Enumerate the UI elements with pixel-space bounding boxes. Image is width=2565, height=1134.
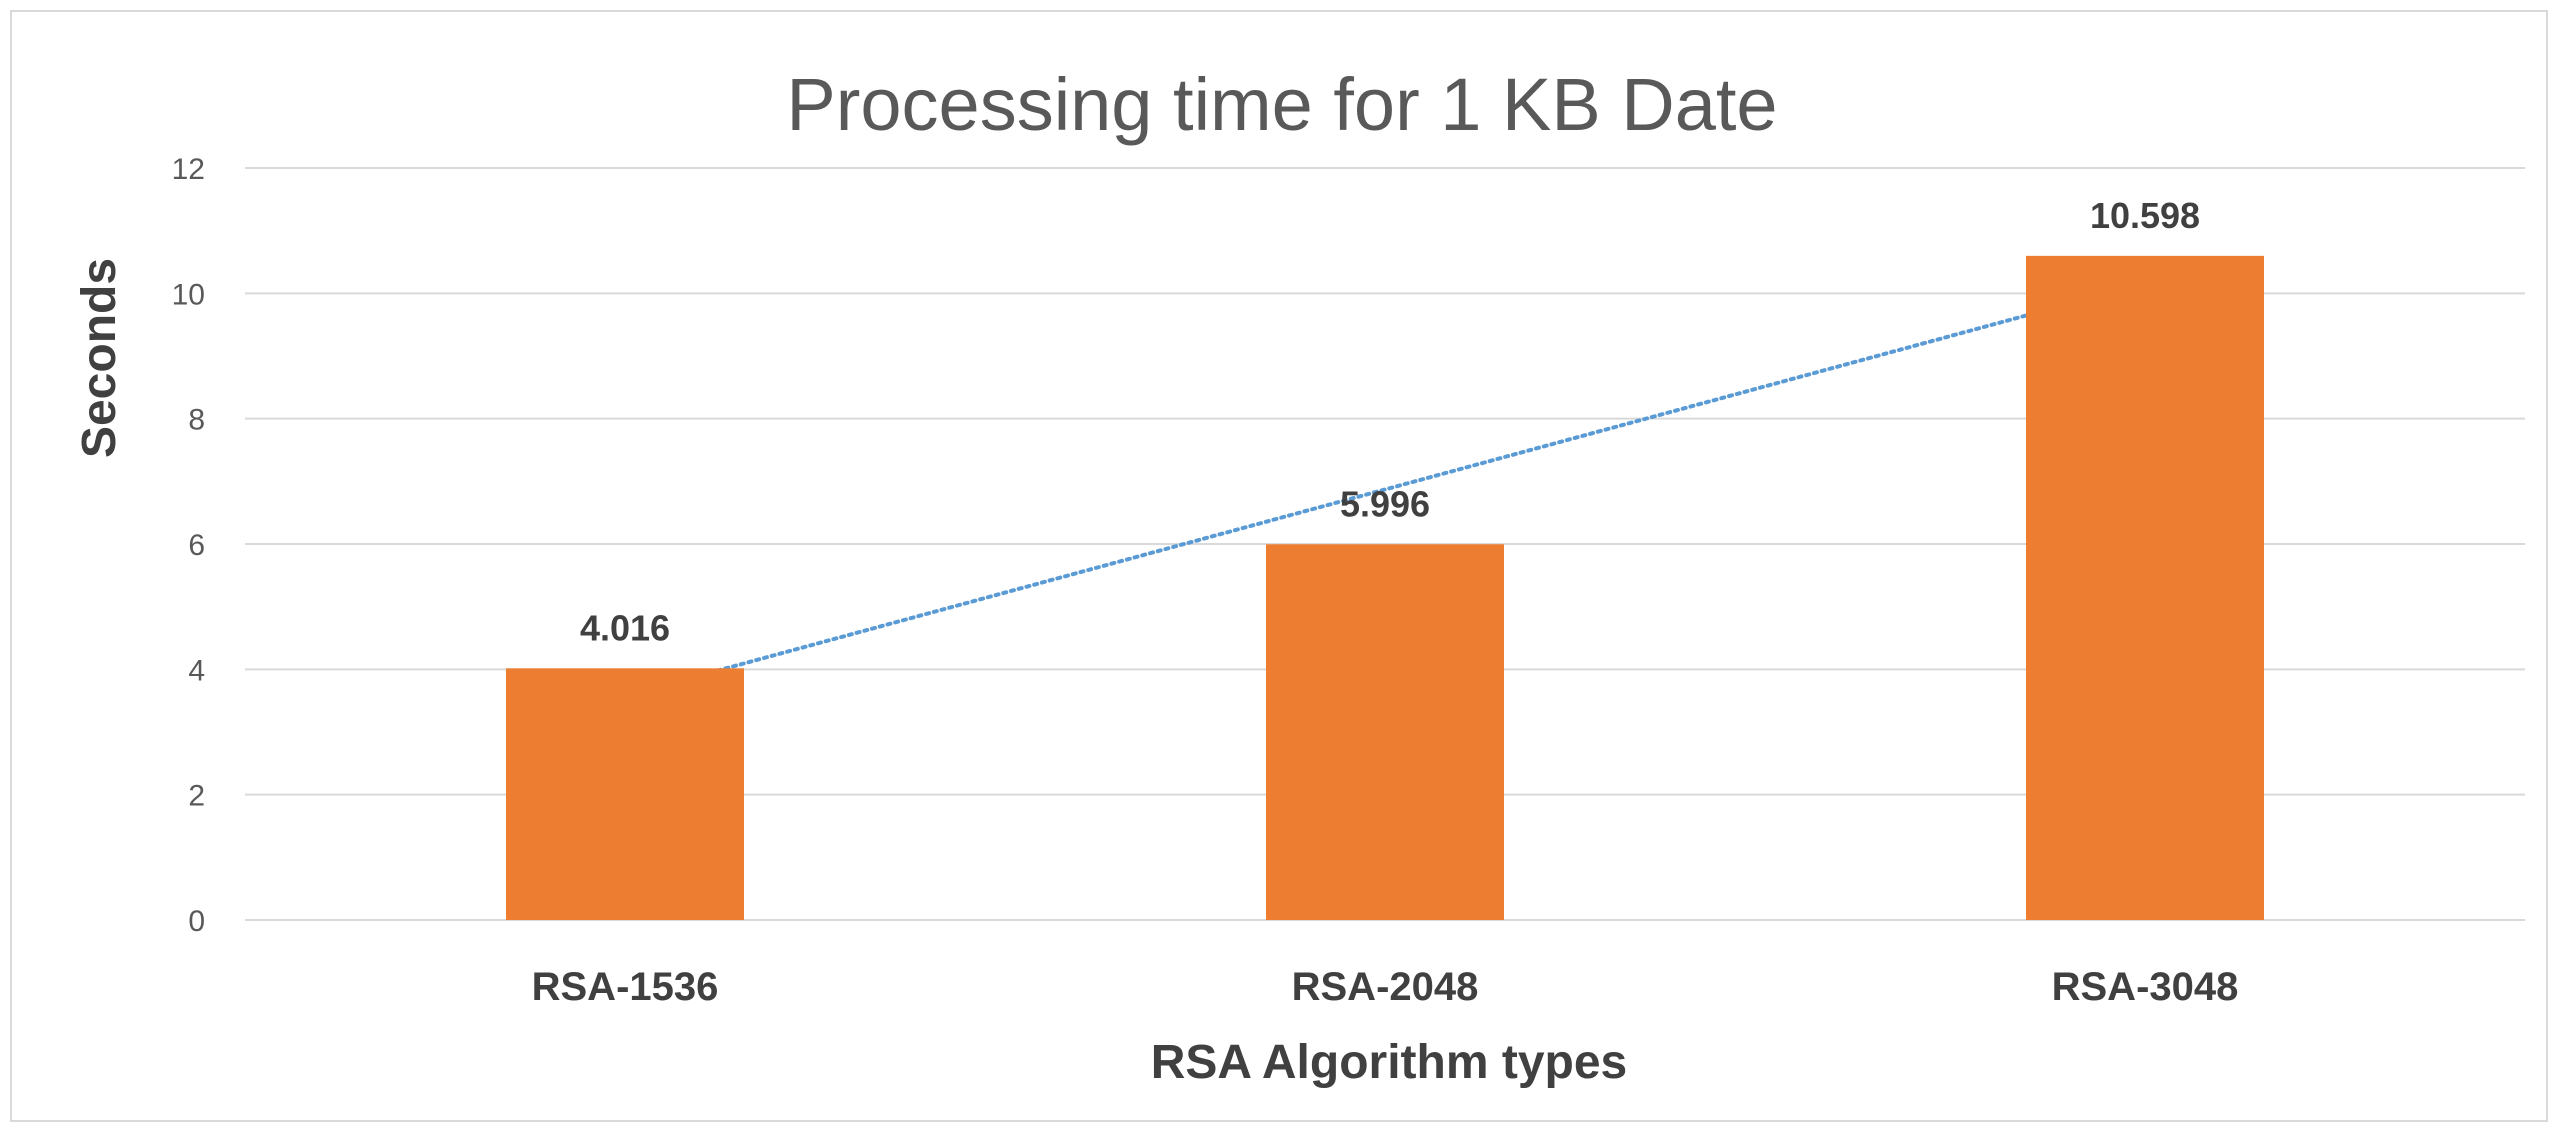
x-tick-label: RSA-3048 — [2052, 965, 2239, 1009]
x-tick-label: RSA-2048 — [1292, 965, 1479, 1009]
bar-rsa-3048 — [2026, 255, 2264, 921]
trendline — [623, 281, 2147, 698]
y-tick-label: 12 — [172, 153, 205, 186]
x-axis-ticks: RSA-1536 RSA-2048 RSA-3048 — [532, 965, 2239, 1009]
bar-rsa-1536 — [506, 668, 744, 920]
data-label: 10.598 — [2090, 195, 2200, 236]
x-axis-title: RSA Algorithm types — [1151, 1036, 1627, 1089]
x-tick-label: RSA-1536 — [532, 965, 719, 1009]
y-tick-label: 2 — [188, 780, 205, 813]
y-axis-ticks: 0 2 4 6 8 10 12 — [172, 153, 205, 938]
trendline-group — [623, 281, 2147, 698]
data-label: 5.996 — [1340, 483, 1430, 524]
y-tick-label: 6 — [188, 529, 205, 562]
bar-rsa-2048 — [1266, 544, 1504, 920]
y-tick-label: 0 — [188, 905, 205, 938]
bars — [506, 255, 2264, 921]
data-labels: 4.016 5.996 10.598 — [580, 195, 2200, 648]
y-axis-title: Seconds — [73, 258, 126, 458]
y-tick-label: 8 — [188, 404, 205, 437]
y-tick-label: 4 — [188, 654, 205, 687]
data-label: 4.016 — [580, 607, 670, 648]
chart-title: Processing time for 1 KB Date — [786, 63, 1777, 146]
y-tick-label: 10 — [172, 278, 205, 311]
